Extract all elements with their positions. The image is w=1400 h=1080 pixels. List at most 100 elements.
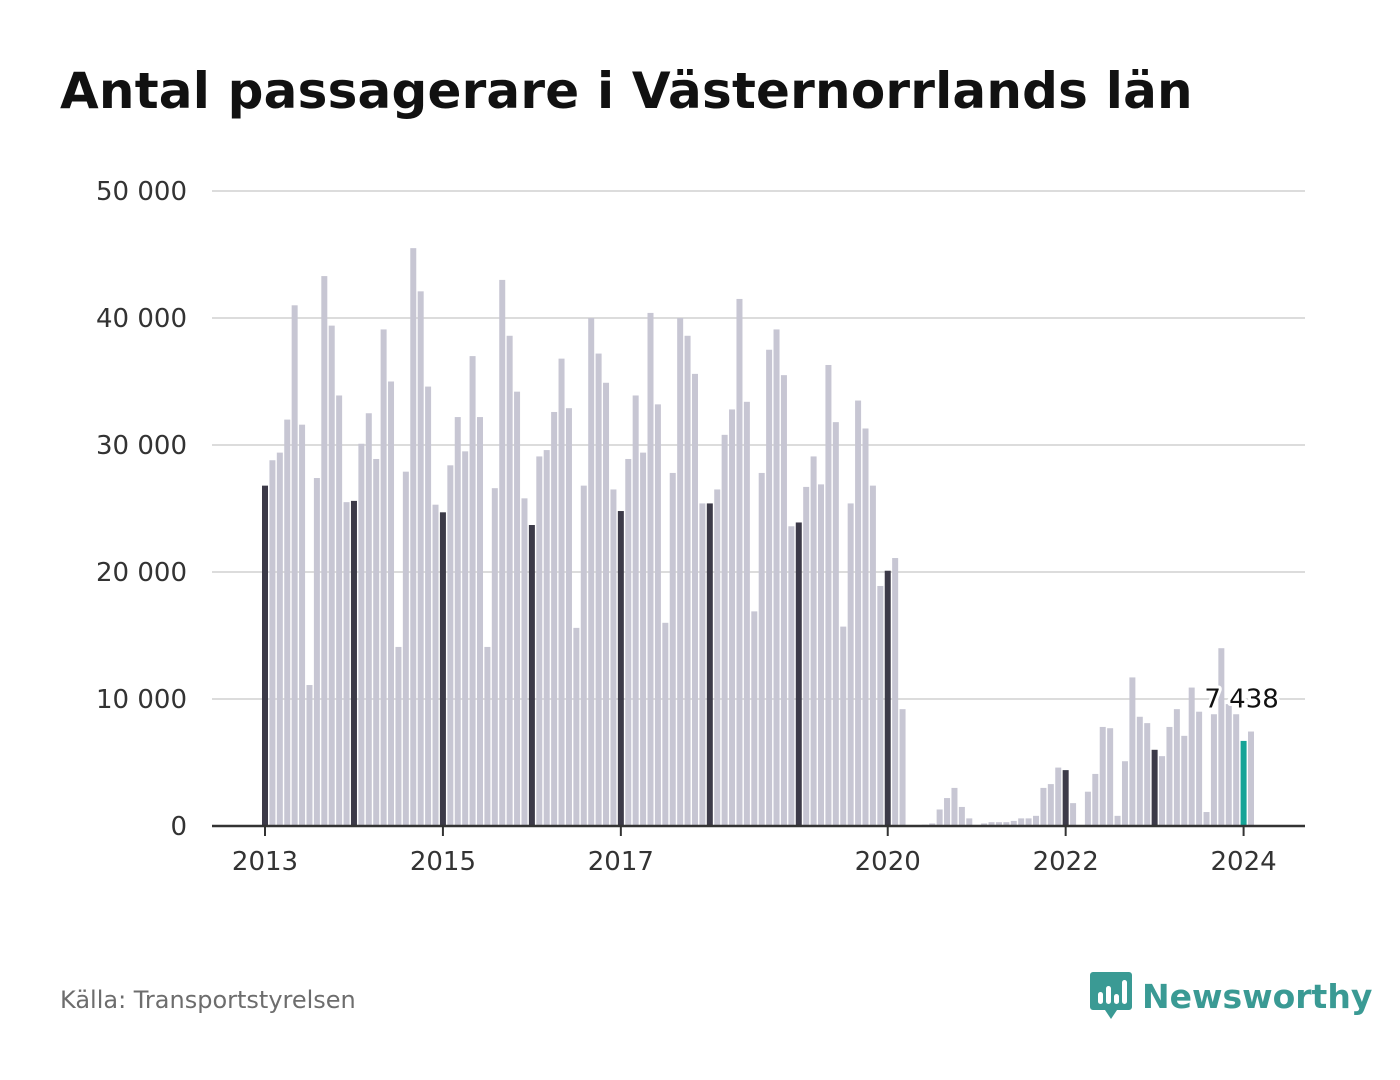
bar xyxy=(1181,735,1188,826)
bar xyxy=(284,419,291,826)
bar xyxy=(551,411,558,826)
bar xyxy=(780,375,787,826)
x-tick-label: 2017 xyxy=(588,847,654,877)
bar xyxy=(832,422,839,826)
bar xyxy=(1151,749,1158,826)
bar xyxy=(321,276,328,827)
bar xyxy=(499,279,506,826)
bar xyxy=(595,353,602,826)
bar xyxy=(328,325,335,826)
bar xyxy=(640,452,647,826)
bar xyxy=(536,456,543,826)
bar xyxy=(1092,773,1099,826)
y-tick-label: 40 000 xyxy=(96,304,187,334)
x-axis: 2013 2015 2017 2020 2022 2024 xyxy=(212,824,1305,877)
x-tick-label: 2022 xyxy=(1033,847,1099,877)
bar xyxy=(691,373,698,826)
bar xyxy=(588,318,595,826)
bar xyxy=(958,806,965,826)
x-tick-label: 2013 xyxy=(232,847,298,877)
grid-lines xyxy=(212,190,1305,700)
bar xyxy=(476,417,483,826)
bar xyxy=(565,408,572,826)
annotations: 7 438 xyxy=(1201,682,1281,718)
bar xyxy=(365,413,372,826)
bar xyxy=(1166,726,1173,826)
bar xyxy=(343,502,350,826)
bar xyxy=(951,787,958,826)
x-tick-label: 2024 xyxy=(1211,847,1277,877)
bar xyxy=(491,488,498,826)
bars xyxy=(262,248,1254,827)
bar xyxy=(528,525,535,826)
bar xyxy=(684,335,691,826)
bar xyxy=(388,381,395,826)
bar xyxy=(417,291,424,827)
bar xyxy=(439,512,446,826)
bar xyxy=(469,356,476,826)
bar xyxy=(766,349,773,826)
bar xyxy=(729,409,736,826)
bar xyxy=(313,478,320,826)
brand-logo[interactable]: Newsworthy xyxy=(1090,970,1372,1022)
bar xyxy=(1233,714,1240,826)
bar xyxy=(1129,677,1136,826)
bar xyxy=(1003,822,1010,826)
bar xyxy=(1121,761,1128,826)
bar xyxy=(625,458,632,826)
bar xyxy=(1196,711,1203,826)
bar xyxy=(276,452,283,826)
bar xyxy=(773,329,780,826)
bar xyxy=(291,305,298,826)
bar xyxy=(1010,820,1017,826)
x-tick-label: 2020 xyxy=(855,847,921,877)
bar xyxy=(1159,756,1166,826)
bar xyxy=(462,451,469,826)
x-tick-label: 2015 xyxy=(410,847,476,877)
bar xyxy=(706,503,713,826)
bar xyxy=(743,401,750,826)
bar-chart-icon xyxy=(1090,972,1132,1019)
y-tick-label: 0 xyxy=(170,812,187,842)
bar xyxy=(988,822,995,826)
bar xyxy=(1062,770,1069,826)
bar xyxy=(669,472,676,826)
bar xyxy=(380,329,387,826)
bar xyxy=(1084,791,1091,826)
bar xyxy=(573,627,580,826)
brand-name: Newsworthy xyxy=(1142,976,1373,1016)
bar xyxy=(995,822,1002,826)
y-tick-label: 20 000 xyxy=(96,558,187,588)
highlight-value-label: 7 438 xyxy=(1204,685,1278,715)
bar xyxy=(1136,716,1143,826)
bar xyxy=(410,248,417,826)
bar xyxy=(1173,709,1180,826)
bar xyxy=(514,391,521,826)
bar xyxy=(1047,784,1054,826)
bar xyxy=(654,404,661,826)
bar xyxy=(862,428,869,826)
bar xyxy=(506,335,513,826)
bar xyxy=(1188,687,1195,826)
bar xyxy=(884,570,891,826)
bar xyxy=(358,443,365,826)
y-tick-label: 10 000 xyxy=(96,685,187,715)
bar xyxy=(795,522,802,826)
bar xyxy=(721,434,728,826)
bar xyxy=(944,798,951,826)
bar xyxy=(1240,740,1247,826)
bar xyxy=(1018,818,1025,826)
bar xyxy=(543,450,550,826)
bar xyxy=(847,503,854,826)
bar xyxy=(825,364,832,826)
bar xyxy=(869,485,876,826)
bar xyxy=(432,504,439,826)
bar xyxy=(788,526,795,826)
bar xyxy=(521,498,528,826)
bar xyxy=(632,395,639,826)
bar xyxy=(447,465,454,826)
bar xyxy=(1040,787,1047,826)
bar xyxy=(299,424,306,826)
bar xyxy=(1107,728,1114,826)
bar xyxy=(1203,812,1210,826)
